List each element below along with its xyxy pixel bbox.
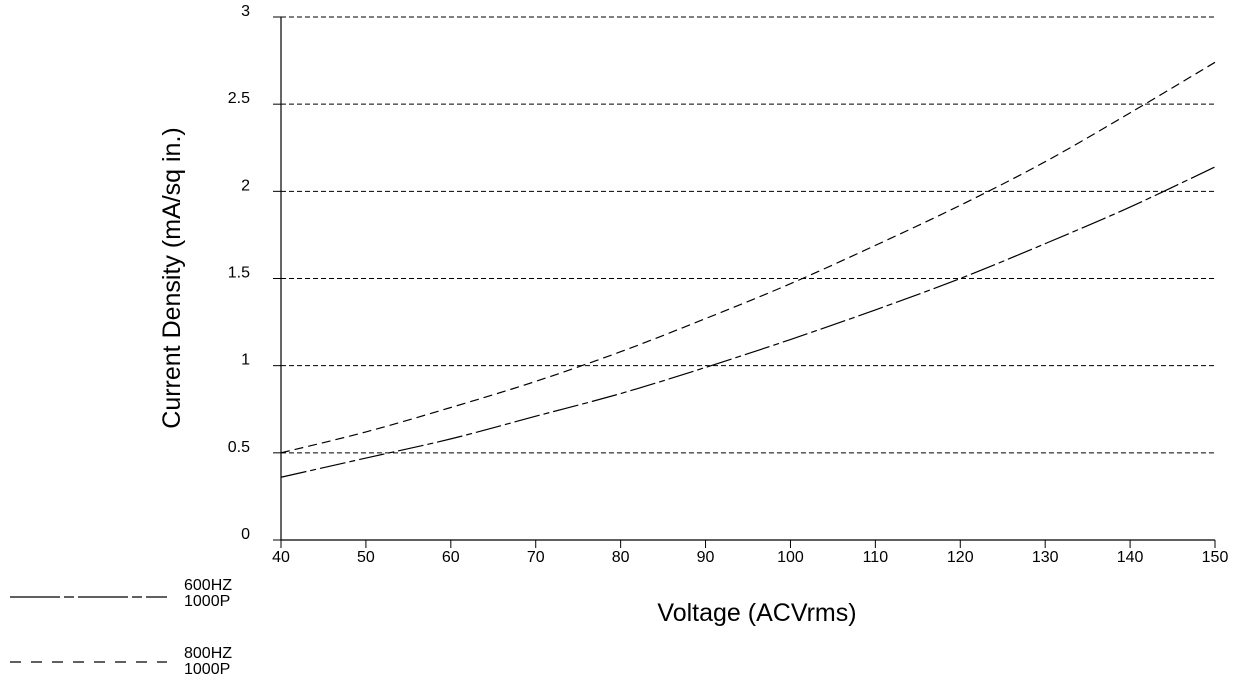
- y-tick-label-3: 1.5: [228, 265, 250, 282]
- x-tick-label-2: 60: [442, 549, 460, 566]
- y-tick-label-5: 2.5: [228, 90, 250, 107]
- y-tick-label-1: 0.5: [228, 439, 250, 456]
- y-tick-label-0: 0: [241, 526, 250, 543]
- x-tick-label-0: 40: [272, 549, 290, 566]
- x-tick-label-5: 90: [697, 549, 715, 566]
- gridlines: [281, 16, 1215, 454]
- x-tick-label-10: 140: [1117, 549, 1144, 566]
- x-tick-label-9: 130: [1032, 549, 1059, 566]
- legend: 600HZ 1000P 800HZ 1000P: [10, 577, 232, 678]
- x-tick-label-1: 50: [357, 549, 375, 566]
- legend-label-800hz-line1: 800HZ: [184, 645, 232, 662]
- legend-label-600hz-line1: 600HZ: [184, 577, 232, 594]
- y-tick-label-2: 1: [241, 352, 250, 369]
- axes: [273, 16, 1216, 548]
- series-lines: [280, 61, 1216, 478]
- x-axis-title: Voltage (ACVrms): [657, 599, 856, 627]
- x-tick-label-3: 70: [527, 549, 545, 566]
- legend-label-600hz-line2: 1000P: [184, 593, 230, 610]
- x-tick-label-8: 120: [947, 549, 974, 566]
- legend-label-800hz-line2: 1000P: [184, 661, 230, 678]
- y-tick-label-4: 2: [241, 177, 250, 194]
- tick-labels: 0 0.5 1 1.5 2 2.5 3 40 50 60 70 80 90 100 110 120 130 140…: [228, 3, 1229, 566]
- series-line-0: [280, 166, 1216, 478]
- x-tick-label-6: 100: [777, 549, 804, 566]
- series-line-1: [280, 61, 1216, 454]
- x-tick-label-4: 80: [612, 549, 630, 566]
- x-tick-label-11: 150: [1202, 549, 1229, 566]
- y-axis-title: Current Density (mA/sq in.): [158, 127, 186, 428]
- y-tick-label-6: 3: [241, 3, 250, 20]
- x-tick-label-7: 110: [863, 549, 889, 566]
